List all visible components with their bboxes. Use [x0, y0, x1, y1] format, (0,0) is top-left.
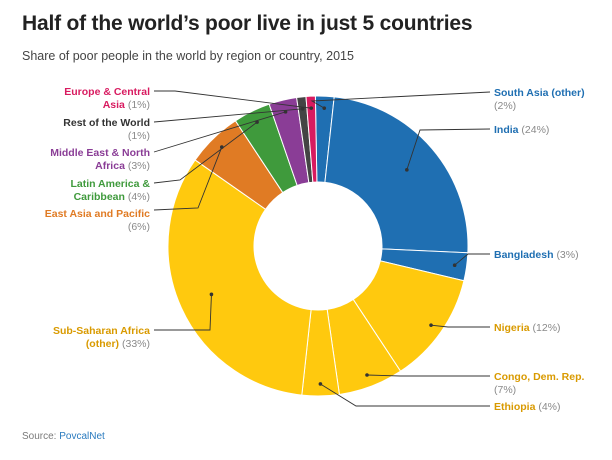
leader-south-asia-other: [310, 91, 491, 109]
label-congo-dem-rep: Congo, Dem. Rep. (7%): [494, 371, 585, 396]
label-india: India (24%): [494, 124, 549, 136]
leader-rest-of-the-world: [153, 108, 303, 123]
leader-middle-east-north-africa: [153, 111, 286, 153]
leader-dot-ethiopia: [318, 382, 323, 386]
label-europe-central-asia: Europe & Central Asia (1%): [64, 86, 150, 111]
leader-congo-dem-rep: [366, 374, 490, 377]
leader-latin-america-caribbean: [153, 121, 258, 184]
slice-labels: South Asia (other) (2%) India (24%) Banglad…: [45, 86, 585, 413]
source-link[interactable]: PovcalNet: [59, 431, 105, 442]
leader-dot-rest-of-the-world: [300, 107, 305, 111]
leader-india: [406, 128, 491, 171]
source-prefix: Source:: [22, 431, 60, 442]
leader-sub-saharan-africa-other: [154, 294, 212, 331]
label-ethiopia: Ethiopia (4%): [494, 401, 561, 413]
leader-east-asia-and-pacific: [153, 146, 223, 211]
source-note: Source: PovcalNet: [22, 431, 105, 442]
leader-nigeria: [430, 324, 490, 328]
slice-sub-saharan-africa-other: [167, 159, 312, 396]
label-south-asia-other: South Asia (other) (2%): [494, 87, 585, 112]
leader-dot-middle-east-north-africa: [283, 110, 288, 114]
leader-europe-central-asia: [154, 90, 312, 109]
leader-dot-congo-dem-rep: [365, 373, 369, 377]
label-bangladesh: Bangladesh (3%): [494, 249, 579, 261]
leader-dot-india: [405, 168, 409, 172]
slice-india: [324, 96, 469, 254]
leader-bangladesh: [454, 253, 490, 266]
leader-dot-bangladesh: [452, 263, 457, 268]
page-title: Half of the world’s poor live in just 5 …: [22, 12, 473, 35]
page-subtitle: Share of poor people in the world by reg…: [22, 49, 354, 63]
leader-dot-sub-saharan-africa-other: [209, 292, 214, 297]
leader-lines: [153, 90, 491, 407]
slice-europe-central-asia: [305, 95, 318, 183]
leader-ethiopia: [320, 383, 490, 407]
label-sub-saharan-africa-other: Sub-Saharan Africa (other) (33%): [53, 325, 150, 350]
leader-dot-nigeria: [429, 323, 433, 327]
label-east-asia-and-pacific: East Asia and Pacific (6%): [45, 208, 150, 233]
label-rest-of-the-world: Rest of the World (1%): [63, 117, 150, 142]
leader-dot-europe-central-asia: [309, 106, 314, 110]
label-middle-east-north-africa: Middle East & North Africa (3%): [50, 147, 150, 172]
label-nigeria: Nigeria (12%): [494, 322, 561, 334]
donut-slices: [167, 95, 469, 397]
leader-dot-south-asia-other: [322, 106, 327, 110]
label-latin-america-caribbean: Latin America & Caribbean (4%): [70, 178, 150, 203]
